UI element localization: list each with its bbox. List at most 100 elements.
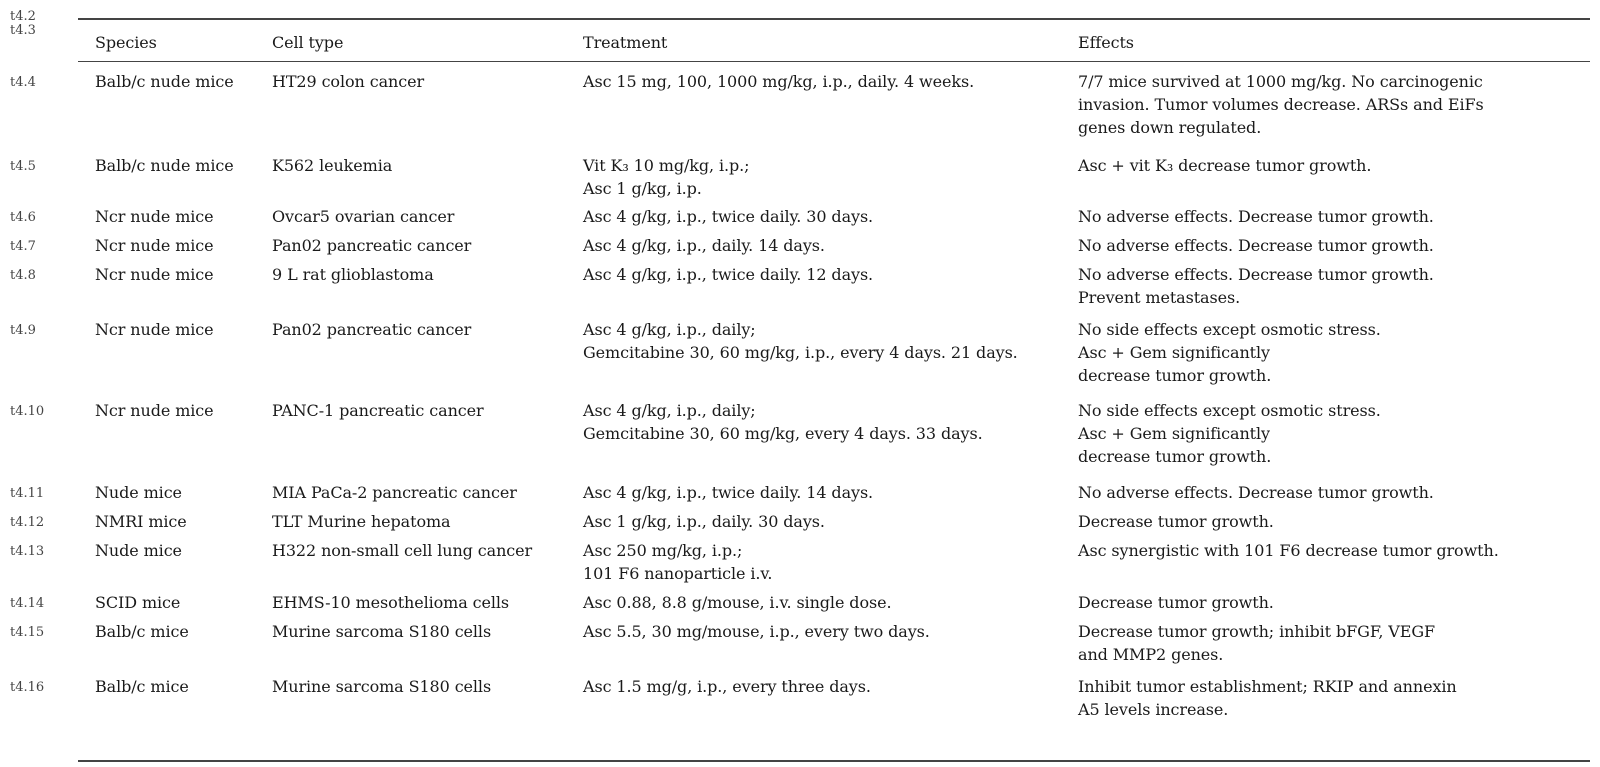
cell-treatment: Asc 4 g/kg, i.p., daily. 14 days.	[583, 234, 825, 257]
bottom-rule	[78, 760, 1590, 762]
effects-line: No side effects except osmotic stress.	[1078, 401, 1381, 420]
cell-cell-type: H322 non-small cell lung cancer	[272, 541, 533, 560]
effects-line: decrease tumor growth.	[1078, 447, 1272, 466]
cell-cell-type: Murine sarcoma S180 cells	[272, 622, 492, 641]
effects-line: Decrease tumor growth.	[1078, 512, 1274, 531]
cell-treatment: Asc 4 g/kg, i.p., twice daily. 30 days.	[583, 205, 873, 228]
treatment-line: Gemcitabine 30, 60 mg/kg, i.p., every 4 …	[583, 343, 1018, 362]
cell-species: Ncr nude mice	[95, 401, 214, 420]
effects-line: Asc + Gem significantly	[1078, 424, 1270, 443]
row-label: t4.16	[10, 680, 45, 695]
effects-line: invasion. Tumor volumes decrease. ARSs a…	[1078, 95, 1484, 114]
treatment-line: Asc 4 g/kg, i.p., daily;	[583, 320, 756, 339]
treatment-line: Asc 1 g/kg, i.p., daily. 30 days.	[583, 512, 825, 531]
cell-cell-type: PANC-1 pancreatic cancer	[272, 401, 484, 420]
line-label: t4.3	[10, 23, 36, 38]
row-label: t4.14	[10, 596, 45, 611]
cell-cell-type: Pan02 pancreatic cancer	[272, 320, 472, 339]
row-label: t4.11	[10, 486, 45, 501]
effects-line: Asc synergistic with 101 F6 decrease tum…	[1078, 541, 1499, 560]
effects-line: A5 levels increase.	[1078, 700, 1229, 719]
row-label: t4.10	[10, 404, 45, 419]
effects-line: Decrease tumor growth; inhibit bFGF, VEG…	[1078, 622, 1436, 641]
cell-cell-type: Ovcar5 ovarian cancer	[272, 207, 455, 226]
effects-line: Asc + vit K₃ decrease tumor growth.	[1078, 156, 1372, 175]
effects-line: No adverse effects. Decrease tumor growt…	[1078, 265, 1434, 284]
column-header-effects: Effects	[1078, 33, 1134, 52]
cell-cell-type: TLT Murine hepatoma	[272, 512, 451, 531]
cell-treatment: Asc 250 mg/kg, i.p.; 101 F6 nanoparticle …	[583, 539, 773, 585]
cell-species: SCID mice	[95, 593, 181, 612]
treatment-line: Asc 4 g/kg, i.p., daily;	[583, 401, 756, 420]
line-label: t4.2	[10, 9, 36, 24]
cell-species: Ncr nude mice	[95, 236, 214, 255]
cell-effects: 7/7 mice survived at 1000 mg/kg. No carc…	[1078, 70, 1484, 139]
cell-effects: Asc synergistic with 101 F6 decrease tum…	[1078, 539, 1499, 562]
cell-effects: No side effects except osmotic stress. As…	[1078, 399, 1381, 468]
row-label: t4.4	[10, 75, 36, 90]
cell-treatment: Asc 0.88, 8.8 g/mouse, i.v. single dose.	[583, 591, 892, 614]
cell-effects: Decrease tumor growth.	[1078, 591, 1274, 614]
effects-line: and MMP2 genes.	[1078, 645, 1224, 664]
effects-line: decrease tumor growth.	[1078, 366, 1272, 385]
cell-effects: Decrease tumor growth.	[1078, 510, 1274, 533]
row-label: t4.7	[10, 239, 36, 254]
cell-treatment: Asc 4 g/kg, i.p., twice daily. 12 days.	[583, 263, 873, 286]
cell-effects: No adverse effects. Decrease tumor growt…	[1078, 481, 1434, 504]
cell-treatment: Asc 1.5 mg/g, i.p., every three days.	[583, 675, 871, 698]
cell-effects: No adverse effects. Decrease tumor growt…	[1078, 234, 1434, 257]
effects-line: No adverse effects. Decrease tumor growt…	[1078, 483, 1434, 502]
cell-treatment: Asc 5.5, 30 mg/mouse, i.p., every two da…	[583, 620, 930, 643]
cell-species: Ncr nude mice	[95, 207, 214, 226]
cell-species: Ncr nude mice	[95, 265, 214, 284]
effects-line: Inhibit tumor establishment; RKIP and an…	[1078, 677, 1457, 696]
cell-treatment: Asc 1 g/kg, i.p., daily. 30 days.	[583, 510, 825, 533]
treatment-line: Gemcitabine 30, 60 mg/kg, every 4 days. …	[583, 424, 983, 443]
treatment-line: Asc 250 mg/kg, i.p.;	[583, 541, 743, 560]
cell-cell-type: MIA PaCa-2 pancreatic cancer	[272, 483, 517, 502]
cell-species: Ncr nude mice	[95, 320, 214, 339]
header-rule	[78, 61, 1590, 62]
row-label: t4.12	[10, 515, 45, 530]
cell-effects: No side effects except osmotic stress. As…	[1078, 318, 1381, 387]
treatment-line: Asc 1.5 mg/g, i.p., every three days.	[583, 677, 871, 696]
cell-treatment: Asc 4 g/kg, i.p., twice daily. 14 days.	[583, 481, 873, 504]
cell-treatment: Asc 4 g/kg, i.p., daily; Gemcitabine 30, …	[583, 399, 983, 445]
effects-line: No adverse effects. Decrease tumor growt…	[1078, 236, 1434, 255]
cell-treatment: Vit K₃ 10 mg/kg, i.p.; Asc 1 g/kg, i.p.	[583, 154, 750, 200]
column-header-treatment: Treatment	[583, 33, 668, 52]
top-rule	[78, 18, 1590, 20]
cell-species: Balb/c nude mice	[95, 156, 234, 175]
column-header-species: Species	[95, 33, 157, 52]
cell-cell-type: K562 leukemia	[272, 156, 393, 175]
cell-treatment: Asc 4 g/kg, i.p., daily; Gemcitabine 30, …	[583, 318, 1018, 364]
cell-treatment: Asc 15 mg, 100, 1000 mg/kg, i.p., daily.…	[583, 70, 974, 93]
effects-line: Decrease tumor growth.	[1078, 593, 1274, 612]
effects-line: No adverse effects. Decrease tumor growt…	[1078, 207, 1434, 226]
cell-effects: No adverse effects. Decrease tumor growt…	[1078, 205, 1434, 228]
treatment-line: Asc 4 g/kg, i.p., twice daily. 12 days.	[583, 265, 874, 284]
treatment-line: Vit K₃ 10 mg/kg, i.p.;	[583, 156, 750, 175]
row-label: t4.8	[10, 268, 36, 283]
cell-cell-type: EHMS-10 mesothelioma cells	[272, 593, 510, 612]
cell-effects: No adverse effects. Decrease tumor growt…	[1078, 263, 1434, 309]
cell-cell-type: 9 L rat glioblastoma	[272, 265, 434, 284]
cell-effects: Decrease tumor growth; inhibit bFGF, VEG…	[1078, 620, 1435, 666]
treatment-line: Asc 1 g/kg, i.p.	[583, 179, 702, 198]
cell-effects: Inhibit tumor establishment; RKIP and an…	[1078, 675, 1457, 721]
effects-line: No side effects except osmotic stress.	[1078, 320, 1381, 339]
cell-cell-type: HT29 colon cancer	[272, 72, 424, 91]
cell-species: Nude mice	[95, 483, 182, 502]
effects-line: 7/7 mice survived at 1000 mg/kg. No carc…	[1078, 72, 1483, 91]
treatment-line: Asc 5.5, 30 mg/mouse, i.p., every two da…	[583, 622, 930, 641]
row-label: t4.15	[10, 625, 45, 640]
row-label: t4.5	[10, 159, 36, 174]
cell-effects: Asc + vit K₃ decrease tumor growth.	[1078, 154, 1371, 177]
treatment-line: Asc 4 g/kg, i.p., twice daily. 14 days.	[583, 483, 874, 502]
treatment-line: 101 F6 nanoparticle i.v.	[583, 564, 773, 583]
row-label: t4.9	[10, 323, 36, 338]
effects-line: genes down regulated.	[1078, 118, 1262, 137]
cell-cell-type: Pan02 pancreatic cancer	[272, 236, 472, 255]
effects-line: Asc + Gem significantly	[1078, 343, 1270, 362]
